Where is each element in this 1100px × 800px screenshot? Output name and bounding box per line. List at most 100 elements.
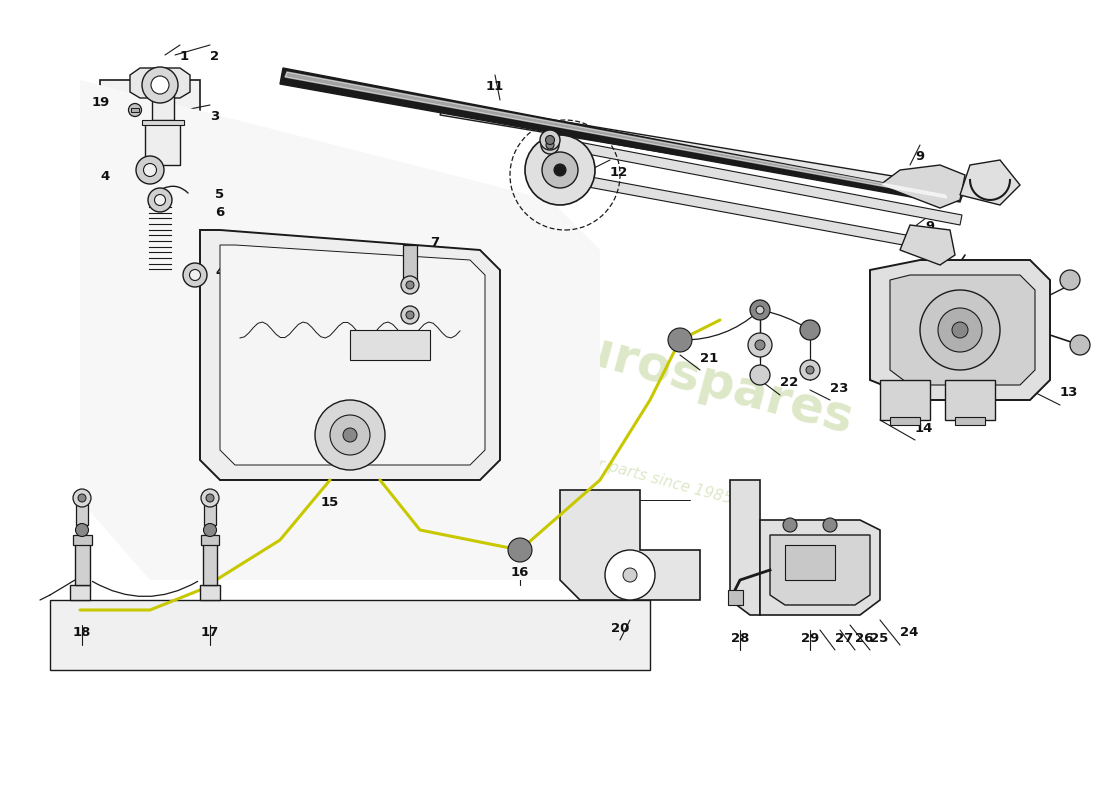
Polygon shape <box>890 275 1035 385</box>
Polygon shape <box>960 160 1020 205</box>
Polygon shape <box>900 225 955 265</box>
Text: a passion for parts since 1985: a passion for parts since 1985 <box>507 433 734 507</box>
Polygon shape <box>50 600 650 670</box>
FancyBboxPatch shape <box>955 417 984 425</box>
Text: 22: 22 <box>780 377 799 390</box>
Polygon shape <box>200 230 500 480</box>
Circle shape <box>136 156 164 184</box>
Text: 20: 20 <box>610 622 629 634</box>
Circle shape <box>1060 270 1080 290</box>
Polygon shape <box>130 68 190 98</box>
FancyBboxPatch shape <box>201 535 219 545</box>
Polygon shape <box>80 80 600 580</box>
Circle shape <box>750 300 770 320</box>
Circle shape <box>823 518 837 532</box>
Circle shape <box>938 308 982 352</box>
Text: 7: 7 <box>430 235 439 249</box>
Circle shape <box>142 67 178 103</box>
Text: 6: 6 <box>214 206 224 218</box>
Polygon shape <box>560 490 700 600</box>
FancyBboxPatch shape <box>131 108 139 112</box>
Circle shape <box>76 523 88 537</box>
Circle shape <box>201 489 219 507</box>
FancyBboxPatch shape <box>403 245 417 280</box>
Text: 19: 19 <box>91 95 110 109</box>
Circle shape <box>623 568 637 582</box>
Polygon shape <box>100 80 200 440</box>
Polygon shape <box>870 260 1050 400</box>
Circle shape <box>541 136 559 154</box>
Circle shape <box>143 163 156 177</box>
FancyBboxPatch shape <box>350 330 430 360</box>
Circle shape <box>189 270 200 281</box>
Text: 25: 25 <box>870 631 889 645</box>
FancyBboxPatch shape <box>75 540 90 585</box>
Circle shape <box>605 550 654 600</box>
FancyBboxPatch shape <box>890 417 920 425</box>
Polygon shape <box>440 102 965 202</box>
Text: 14: 14 <box>915 422 934 434</box>
Text: 16: 16 <box>510 566 529 579</box>
Circle shape <box>154 194 165 206</box>
Circle shape <box>748 333 772 357</box>
Circle shape <box>952 322 968 338</box>
Circle shape <box>402 276 419 294</box>
Circle shape <box>151 76 169 94</box>
Text: 28: 28 <box>730 631 749 645</box>
Circle shape <box>546 135 554 145</box>
FancyBboxPatch shape <box>945 380 996 420</box>
Text: 4: 4 <box>101 170 110 183</box>
Circle shape <box>668 328 692 352</box>
Text: 8: 8 <box>440 286 449 298</box>
FancyBboxPatch shape <box>204 500 216 525</box>
Circle shape <box>315 400 385 470</box>
Text: 13: 13 <box>1060 386 1078 399</box>
Circle shape <box>542 152 578 188</box>
FancyBboxPatch shape <box>76 500 88 525</box>
Circle shape <box>540 130 560 150</box>
Polygon shape <box>70 585 90 600</box>
Polygon shape <box>550 170 933 250</box>
Circle shape <box>920 290 1000 370</box>
FancyBboxPatch shape <box>73 535 92 545</box>
Circle shape <box>78 494 86 502</box>
Polygon shape <box>200 585 220 600</box>
Circle shape <box>129 103 142 117</box>
FancyBboxPatch shape <box>880 380 929 420</box>
Circle shape <box>183 263 207 287</box>
Circle shape <box>525 135 595 205</box>
Circle shape <box>755 340 764 350</box>
Polygon shape <box>285 72 947 198</box>
Text: 21: 21 <box>700 351 718 365</box>
Circle shape <box>1070 335 1090 355</box>
Text: 27: 27 <box>835 631 854 645</box>
Text: 4: 4 <box>214 266 224 279</box>
Polygon shape <box>760 520 880 615</box>
Polygon shape <box>280 68 950 204</box>
Text: 17: 17 <box>201 626 219 639</box>
Text: 1: 1 <box>180 50 189 63</box>
Circle shape <box>800 360 820 380</box>
FancyBboxPatch shape <box>145 123 180 165</box>
Circle shape <box>330 415 370 455</box>
Circle shape <box>756 306 764 314</box>
FancyBboxPatch shape <box>204 540 217 585</box>
Text: 12: 12 <box>610 166 628 178</box>
Text: 18: 18 <box>73 626 91 639</box>
Circle shape <box>148 188 172 212</box>
Circle shape <box>406 281 414 289</box>
Polygon shape <box>770 535 870 605</box>
Text: 2: 2 <box>210 50 219 63</box>
Circle shape <box>204 523 217 537</box>
Polygon shape <box>540 135 962 225</box>
FancyBboxPatch shape <box>728 590 743 605</box>
Circle shape <box>783 518 798 532</box>
Circle shape <box>508 538 532 562</box>
Polygon shape <box>220 245 485 465</box>
FancyBboxPatch shape <box>142 120 184 125</box>
Circle shape <box>546 141 554 149</box>
Text: 11: 11 <box>486 81 504 94</box>
Text: 10: 10 <box>540 126 559 138</box>
Text: 9: 9 <box>915 150 925 163</box>
Text: 26: 26 <box>855 631 873 645</box>
